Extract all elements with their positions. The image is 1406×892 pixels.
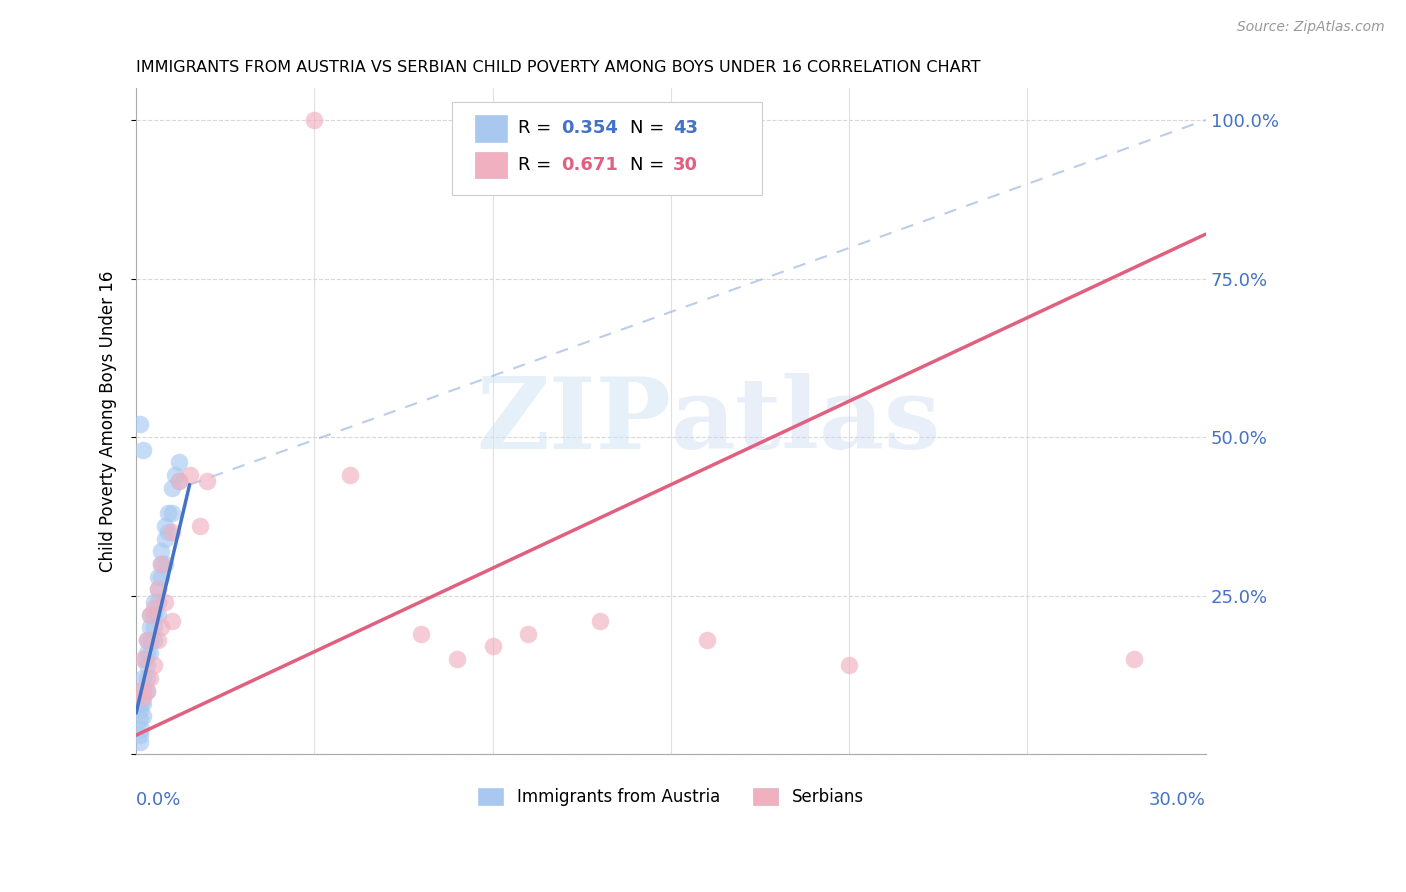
Point <box>179 468 201 483</box>
Point <box>167 455 190 469</box>
Point <box>139 633 162 648</box>
Point <box>128 683 150 698</box>
Point <box>128 417 150 432</box>
Point <box>139 646 162 660</box>
Text: N =: N = <box>630 156 665 174</box>
Point <box>139 620 162 634</box>
Point <box>153 519 176 533</box>
Point <box>135 683 157 698</box>
Point <box>132 683 155 698</box>
Text: ZIP: ZIP <box>477 373 671 470</box>
Point <box>146 595 169 609</box>
Point <box>304 113 326 128</box>
Point <box>696 633 718 648</box>
Point <box>132 442 155 457</box>
Point <box>150 620 173 634</box>
Text: N =: N = <box>630 120 665 137</box>
Point <box>588 614 610 628</box>
Text: 43: 43 <box>673 120 697 137</box>
Point <box>142 607 165 622</box>
Point <box>153 532 176 546</box>
Point <box>128 712 150 726</box>
Point <box>197 475 219 489</box>
Point <box>131 722 153 736</box>
Point <box>150 557 173 571</box>
Point <box>446 652 468 666</box>
Point <box>142 633 165 648</box>
Point <box>142 658 165 673</box>
Point <box>132 671 155 685</box>
Point <box>411 626 433 640</box>
Text: 0.354: 0.354 <box>561 120 617 137</box>
Legend: Immigrants from Austria, Serbians: Immigrants from Austria, Serbians <box>471 781 870 813</box>
Point <box>146 633 169 648</box>
Point <box>160 614 183 628</box>
Y-axis label: Child Poverty Among Boys Under 16: Child Poverty Among Boys Under 16 <box>100 270 117 572</box>
Text: 0.0%: 0.0% <box>136 791 181 809</box>
Point <box>142 601 165 615</box>
Text: 30.0%: 30.0% <box>1149 791 1206 809</box>
Point <box>135 633 157 648</box>
Point <box>146 582 169 597</box>
Point <box>139 607 162 622</box>
Point <box>167 475 190 489</box>
Point <box>165 468 187 483</box>
Point <box>132 690 155 705</box>
Text: Source: ZipAtlas.com: Source: ZipAtlas.com <box>1237 20 1385 34</box>
Text: R =: R = <box>517 156 551 174</box>
Text: 0.671: 0.671 <box>561 156 617 174</box>
Point <box>135 671 157 685</box>
Text: R =: R = <box>517 120 551 137</box>
Text: 30: 30 <box>673 156 697 174</box>
Text: IMMIGRANTS FROM AUSTRIA VS SERBIAN CHILD POVERTY AMONG BOYS UNDER 16 CORRELATION: IMMIGRANTS FROM AUSTRIA VS SERBIAN CHILD… <box>136 60 980 75</box>
Point <box>128 734 150 748</box>
FancyBboxPatch shape <box>451 102 762 194</box>
Point <box>142 620 165 634</box>
Point <box>157 525 180 540</box>
Point <box>160 525 183 540</box>
Point <box>146 607 169 622</box>
Point <box>128 703 150 717</box>
FancyBboxPatch shape <box>475 115 508 142</box>
Point <box>150 569 173 583</box>
Point <box>150 557 173 571</box>
Point <box>139 671 162 685</box>
Point <box>128 728 150 742</box>
FancyBboxPatch shape <box>475 152 508 178</box>
Point <box>339 468 361 483</box>
Point <box>153 595 176 609</box>
Point <box>838 658 860 673</box>
Point <box>132 697 155 711</box>
Point <box>146 569 169 583</box>
Point <box>132 652 155 666</box>
Point <box>135 646 157 660</box>
Point <box>134 652 156 666</box>
Point <box>146 582 169 597</box>
Point <box>481 640 503 654</box>
Point <box>135 658 157 673</box>
Point <box>167 475 190 489</box>
Point <box>188 519 211 533</box>
Point <box>1123 652 1146 666</box>
Point <box>131 697 153 711</box>
Point <box>160 481 183 495</box>
Text: atlas: atlas <box>671 373 941 470</box>
Point <box>139 607 162 622</box>
Point <box>135 633 157 648</box>
Point <box>142 595 165 609</box>
Point <box>160 506 183 520</box>
Point <box>150 544 173 558</box>
Point <box>157 506 180 520</box>
Point <box>135 683 157 698</box>
Point <box>517 626 540 640</box>
Point <box>153 557 176 571</box>
Point <box>132 709 155 723</box>
